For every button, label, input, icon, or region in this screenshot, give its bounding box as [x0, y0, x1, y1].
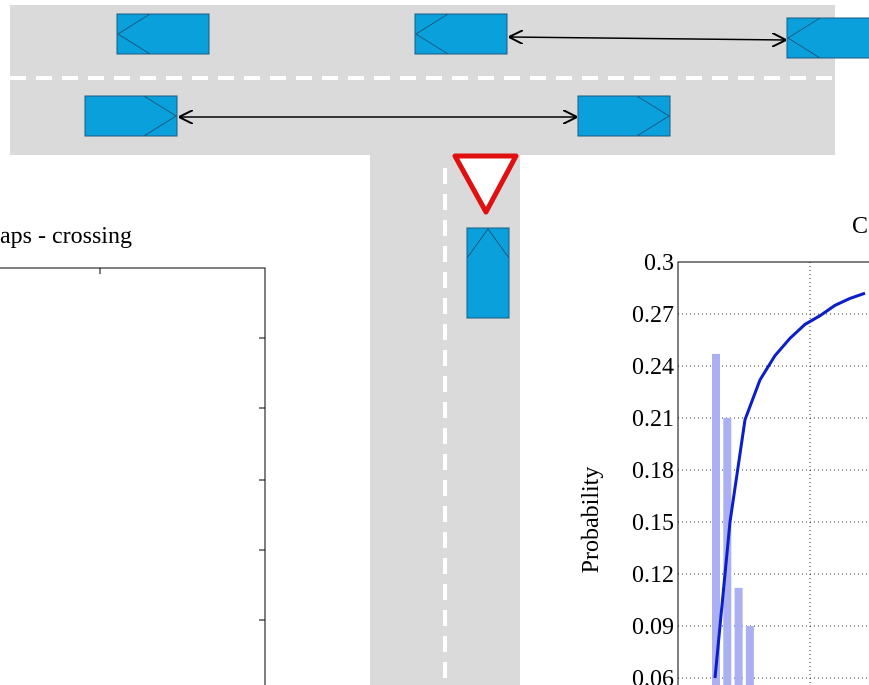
- y-tick-label: 0.21: [632, 406, 674, 432]
- axes-frame: [0, 268, 265, 685]
- car: [85, 96, 177, 136]
- chart-title: aps - crossing: [0, 223, 132, 249]
- y-tick-label: 0.15: [632, 510, 674, 536]
- y-axis-label: Probability: [578, 467, 604, 574]
- y-tick-label: 0.3: [644, 250, 674, 276]
- axes-frame: [678, 262, 869, 685]
- y-tick-label: 0.27: [632, 302, 674, 328]
- car: [415, 14, 507, 54]
- axis-ticks: [100, 268, 265, 620]
- y-tick-label: 0.06: [632, 666, 674, 685]
- figure: aps - crossing C Probability 0.06 0.09 0.1…: [0, 0, 869, 685]
- y-tick-label: 0.12: [632, 562, 674, 588]
- y-tick-label: 0.18: [632, 458, 674, 484]
- car: [578, 96, 670, 136]
- left-chart: aps - crossing: [0, 223, 265, 685]
- y-tick-label: 0.09: [632, 614, 674, 640]
- car: [787, 18, 869, 58]
- bar: [746, 626, 754, 685]
- car: [467, 228, 509, 318]
- car: [117, 14, 209, 54]
- y-tick-label: 0.24: [632, 354, 674, 380]
- page: {"left_chart": {"title": "aps - crossing…: [0, 0, 869, 685]
- bar: [735, 588, 743, 685]
- right-chart: C Probability 0.06 0.09 0.12 0.15 0.18 0.21 0.…: [578, 213, 869, 685]
- chart-title: C: [852, 213, 868, 239]
